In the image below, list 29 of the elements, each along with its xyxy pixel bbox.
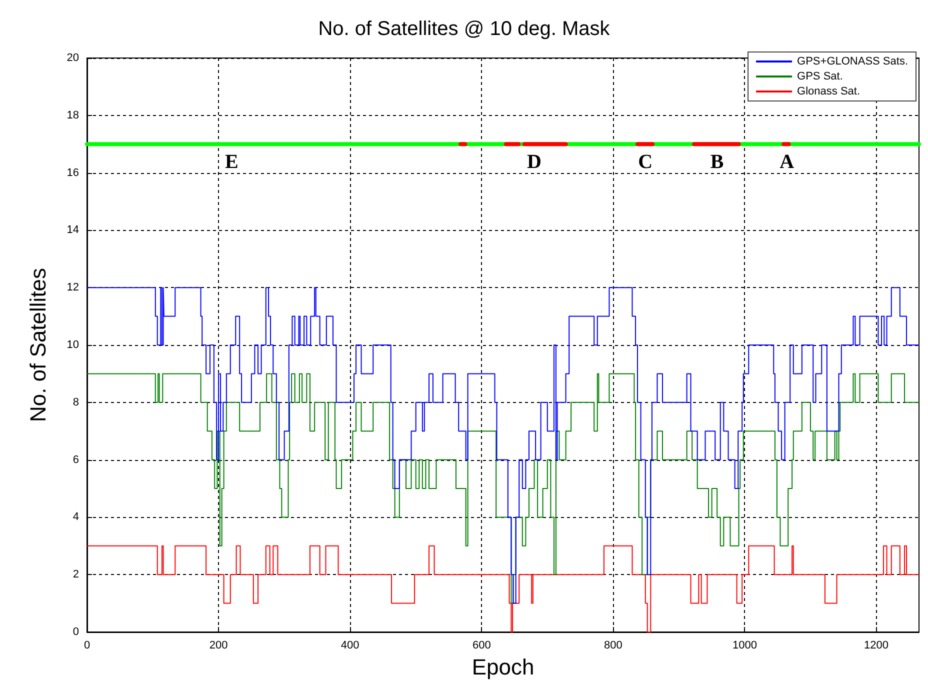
x-tick-label: 200: [209, 640, 228, 652]
x-tick-label: 1000: [732, 640, 757, 652]
y-tick-label: 10: [66, 339, 79, 351]
y-tick-label: 12: [66, 282, 79, 294]
x-tick-label: 800: [604, 640, 622, 652]
y-tick-label: 0: [72, 626, 79, 638]
legend-label: GPS Sat.: [797, 70, 843, 82]
annotation: C: [638, 151, 653, 174]
y-tick-label: 20: [66, 52, 79, 64]
annotation: E: [225, 151, 238, 174]
y-tick-label: 16: [66, 166, 79, 179]
x-axis-title: Epoch: [472, 654, 534, 680]
y-tick-label: 4: [72, 511, 79, 524]
y-axis-title: No. of Satellites: [26, 268, 50, 422]
x-tick-label: 400: [340, 640, 360, 652]
x-tick-label: 1200: [864, 640, 888, 652]
legend-label: Glonass Sat.: [797, 86, 860, 98]
x-tick-label: 600: [472, 640, 491, 652]
annotation: B: [710, 151, 724, 174]
x-tick-label: 0: [84, 640, 90, 652]
annotation: D: [527, 151, 542, 174]
y-tick-label: 2: [72, 568, 79, 581]
chart-title: No. of Satellites @ 10 deg. Mask: [318, 18, 611, 40]
legend-label: GPS+GLONASS Sats.: [797, 56, 908, 68]
y-tick-label: 14: [66, 224, 79, 236]
annotation: A: [780, 151, 795, 174]
y-tick-label: 18: [66, 109, 79, 122]
y-tick-label: 6: [72, 454, 79, 466]
y-tick-label: 8: [72, 396, 79, 408]
